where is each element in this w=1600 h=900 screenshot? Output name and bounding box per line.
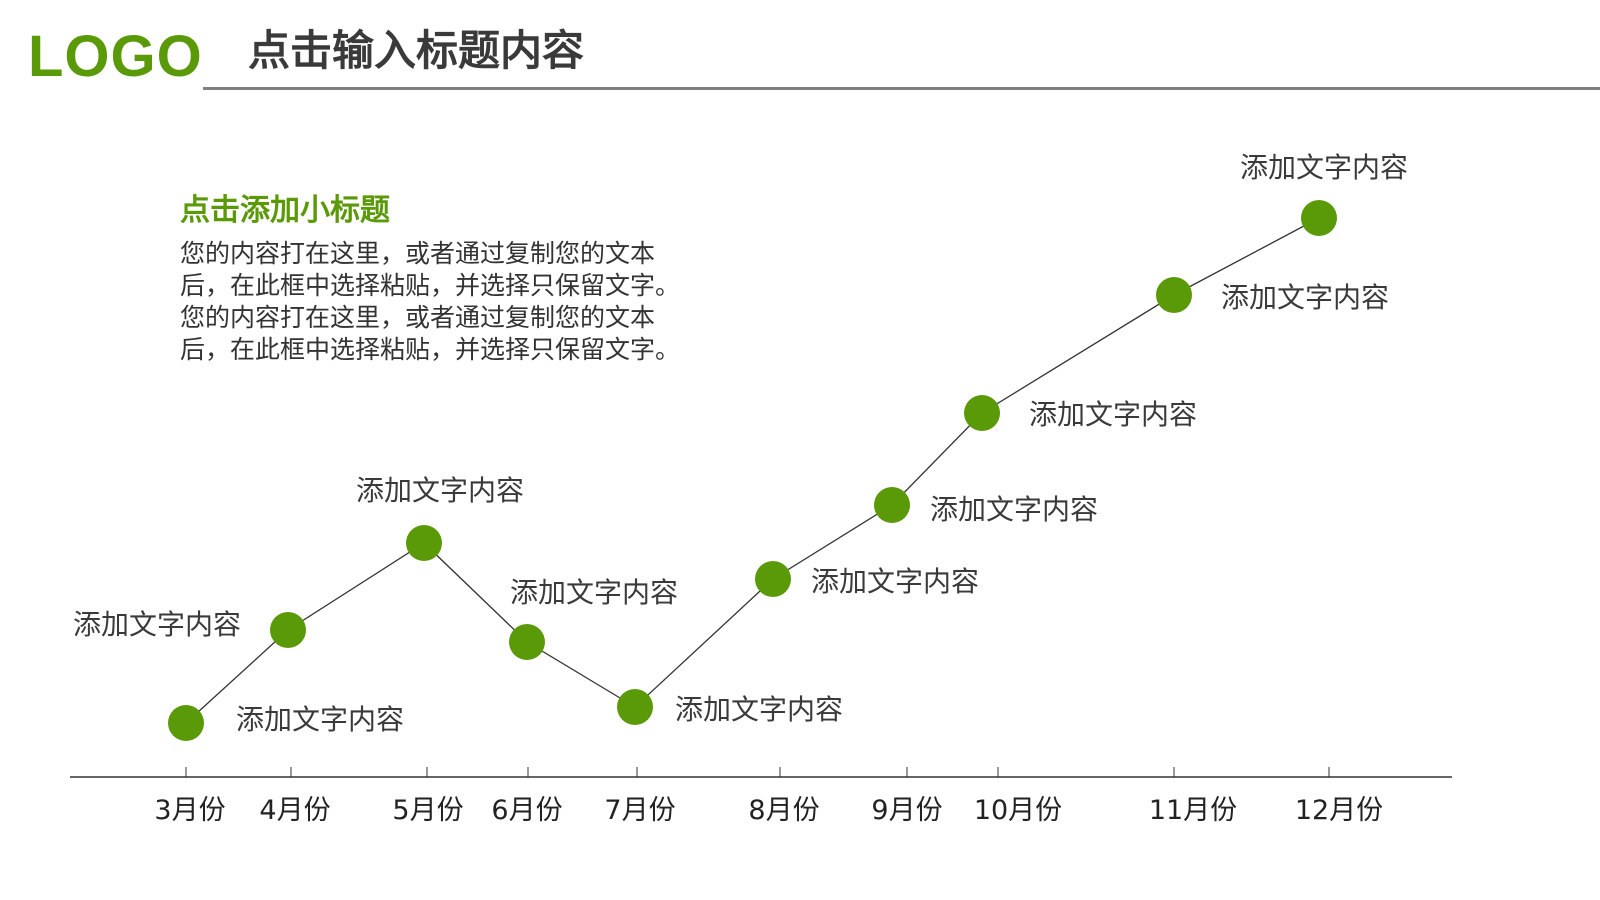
x-tick-label: 12月份: [1294, 795, 1384, 826]
body-line: 您的内容打在这里，或者通过复制您的文本: [180, 303, 656, 332]
body-line: 后，在此框中选择粘贴，并选择只保留文字。: [180, 271, 681, 300]
x-tick-label: 6月份: [491, 795, 563, 826]
point-label[interactable]: 添加文字内容: [236, 703, 405, 736]
data-point[interactable]: [168, 705, 204, 741]
point-label[interactable]: 添加文字内容: [356, 474, 525, 507]
x-tick-label: 5月份: [392, 795, 464, 826]
data-point[interactable]: [406, 525, 442, 561]
x-tick-label: 9月份: [871, 795, 943, 826]
page-title[interactable]: 点击输入标题内容: [248, 26, 585, 75]
data-point[interactable]: [270, 612, 306, 648]
logo: LOGO: [28, 24, 203, 89]
body-line: 您的内容打在这里，或者通过复制您的文本: [180, 239, 656, 268]
x-tick-label: 4月份: [259, 795, 331, 826]
data-point[interactable]: [1301, 200, 1337, 236]
data-point[interactable]: [874, 487, 910, 523]
data-points: [168, 200, 1337, 741]
point-label[interactable]: 添加文字内容: [510, 576, 679, 609]
point-label[interactable]: 添加文字内容: [1029, 398, 1198, 431]
body-line: 后，在此框中选择粘贴，并选择只保留文字。: [180, 335, 681, 364]
point-label[interactable]: 添加文字内容: [1221, 281, 1390, 314]
point-label[interactable]: 添加文字内容: [930, 493, 1099, 526]
point-label[interactable]: 添加文字内容: [811, 565, 980, 598]
x-tick-label: 8月份: [748, 795, 820, 826]
x-tick-label: 11月份: [1148, 795, 1238, 826]
point-label[interactable]: 添加文字内容: [675, 693, 844, 726]
x-tick-label: 10月份: [973, 795, 1063, 826]
data-point[interactable]: [509, 624, 545, 660]
x-tick-label: 7月份: [604, 795, 676, 826]
subtitle[interactable]: 点击添加小标题: [180, 193, 390, 228]
body-text-box[interactable]: 您的内容打在这里，或者通过复制您的文本 后，在此框中选择粘贴，并选择只保留文字。…: [180, 238, 720, 366]
x-tick-label: 3月份: [154, 795, 226, 826]
point-label[interactable]: 添加文字内容: [1240, 151, 1409, 184]
series-line: [185, 217, 1320, 724]
point-label[interactable]: 添加文字内容: [73, 608, 242, 641]
x-ticks: [185, 767, 1330, 777]
data-point[interactable]: [1156, 277, 1192, 313]
title-divider: [203, 87, 1600, 90]
data-point[interactable]: [964, 395, 1000, 431]
data-point[interactable]: [617, 689, 653, 725]
data-point[interactable]: [755, 561, 791, 597]
